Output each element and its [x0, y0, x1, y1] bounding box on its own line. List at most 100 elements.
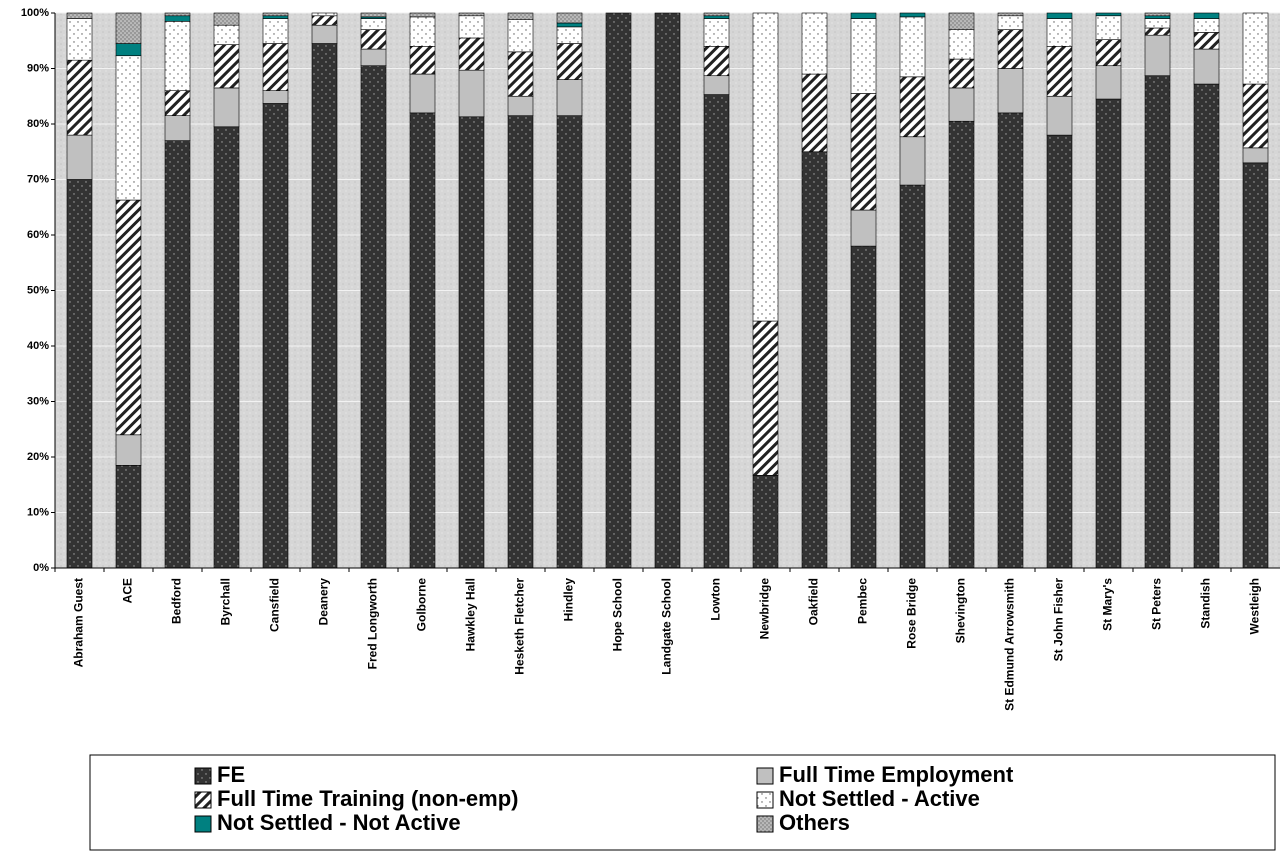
bar-segment [262, 12, 289, 17]
legend-label: Not Settled - Active [779, 786, 980, 811]
bar-segment [458, 69, 485, 118]
x-tick-label: Rose Bridge [905, 578, 919, 649]
y-tick-label: 0% [33, 562, 49, 574]
bar-segment [556, 12, 583, 24]
bar-segment [213, 126, 240, 569]
legend-swatch [756, 767, 774, 785]
bar-segment [1144, 18, 1171, 29]
bar-segment [605, 12, 632, 569]
legend-label: Not Settled - Not Active [217, 810, 461, 835]
bar-segment [801, 151, 828, 569]
bar-segment [556, 43, 583, 80]
bar-segment [1046, 18, 1073, 47]
x-tick-label: St Mary's [1101, 578, 1115, 631]
bar-segment [997, 29, 1024, 69]
bar-segment [556, 79, 583, 116]
bar-segment [262, 18, 289, 44]
bar-segment [752, 320, 779, 476]
y-tick-label: 40% [27, 340, 49, 352]
bar-segment [948, 58, 975, 89]
bar-segment [409, 12, 436, 18]
legend-swatch [194, 815, 212, 833]
bar-segment [997, 68, 1024, 114]
bar-segment [1095, 65, 1122, 100]
bar-segment [311, 15, 338, 26]
bar-segment [66, 12, 93, 19]
bar-segment [556, 26, 583, 44]
bar-segment [360, 29, 387, 50]
bar-segment [507, 95, 534, 116]
bar-segment [115, 55, 142, 201]
bar-segment [1144, 12, 1171, 17]
bar-segment [899, 12, 926, 18]
y-tick-label: 80% [27, 118, 49, 130]
bar-segment [752, 475, 779, 569]
bar-segment [66, 179, 93, 569]
legend-swatch [756, 791, 774, 809]
bar-segment [948, 87, 975, 122]
legend-label: FE [217, 762, 245, 787]
bar-segment [409, 16, 436, 47]
bar-segment [1095, 12, 1122, 17]
legend-swatch [756, 815, 774, 833]
bar-segment [850, 245, 877, 569]
legend-label: Full Time Employment [779, 762, 1014, 787]
bar-segment [458, 116, 485, 569]
bar-segment [311, 24, 338, 44]
bar-segment [850, 93, 877, 211]
bar-segment [213, 24, 240, 45]
x-tick-label: Lowton [709, 578, 723, 621]
bar-segment [948, 12, 975, 30]
bar-segment [948, 29, 975, 60]
x-tick-label: Shevington [954, 578, 968, 643]
bar-segment [997, 112, 1024, 569]
bar-segment [556, 115, 583, 569]
bar-segment [115, 465, 142, 569]
bar-segment [801, 12, 828, 75]
x-tick-label: Standish [1199, 578, 1213, 629]
bar-segment [850, 12, 877, 19]
bar-segment [360, 18, 387, 30]
bar-segment [1242, 147, 1269, 164]
bar-segment [703, 45, 730, 77]
y-tick-label: 70% [27, 173, 49, 185]
legend-label: Full Time Training (non-emp) [217, 786, 518, 811]
x-tick-label: Hindley [562, 578, 576, 622]
x-tick-label: Hope School [611, 578, 625, 651]
bar-segment [164, 12, 191, 17]
bar-segment [409, 45, 436, 75]
bar-segment [1046, 45, 1073, 97]
bar-segment [66, 59, 93, 136]
x-tick-label: Deanery [317, 578, 331, 626]
x-tick-label: Landgate School [660, 578, 674, 675]
legend-box [89, 754, 1276, 851]
bar-segment [1144, 34, 1171, 77]
bar-segment [899, 136, 926, 186]
y-tick-label: 30% [27, 395, 49, 407]
bar-segment [115, 199, 142, 436]
bar-segment [703, 18, 730, 47]
bar-segment [164, 15, 191, 22]
bar-segment [1193, 32, 1220, 50]
bar-segment [66, 134, 93, 180]
x-tick-label: St John Fisher [1052, 578, 1066, 662]
x-tick-label: Cansfield [268, 578, 282, 632]
x-tick-label: St Peters [1150, 578, 1164, 630]
y-tick-label: 20% [27, 451, 49, 463]
bar-segment [1095, 15, 1122, 40]
bar-segment [703, 94, 730, 569]
bar-segment [1144, 27, 1171, 36]
bar-segment [1144, 75, 1171, 569]
x-tick-label: Golborne [415, 578, 429, 632]
bar-segment [213, 12, 240, 26]
y-tick-label: 100% [21, 7, 49, 19]
bar-segment [507, 51, 534, 97]
bar-segment [213, 44, 240, 89]
bar-segment [801, 73, 828, 153]
bar-segment [1046, 12, 1073, 19]
bar-segment [164, 115, 191, 141]
x-tick-label: Bedford [170, 578, 184, 624]
bar-segment [213, 87, 240, 128]
bar-segment [997, 15, 1024, 30]
